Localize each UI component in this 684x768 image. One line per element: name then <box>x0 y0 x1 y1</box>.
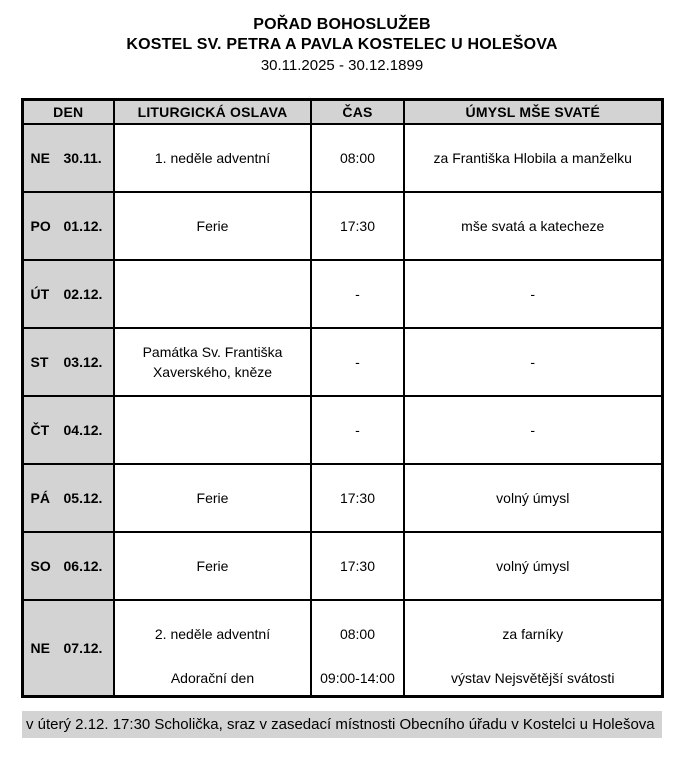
celebration-cell <box>113 395 312 465</box>
table-row: NE 07.12. 2. neděle adventní Adorační den… <box>21 599 663 698</box>
intention-cell: - <box>403 259 663 329</box>
intention-stack: za farníky výstav Nejsvětější svátosti <box>405 601 661 695</box>
time-cell: - <box>310 259 405 329</box>
intention-cell: za farníky výstav Nejsvětější svátosti <box>403 599 663 698</box>
day-cell: NE 07.12. <box>21 599 115 698</box>
day-date: 06.12. <box>63 558 103 574</box>
day-abbr: ST <box>30 354 49 370</box>
day-abbr: SO <box>30 558 51 574</box>
celebration-line-1: 2. neděle adventní <box>154 626 271 642</box>
day-abbr: PO <box>30 218 51 234</box>
day-cell: ÚT 02.12. <box>21 259 115 329</box>
column-header-cas: ČAS <box>310 99 405 125</box>
table-row: SO 06.12. Ferie 17:30 volný úmysl <box>21 531 663 601</box>
day-abbr: ČT <box>30 422 50 438</box>
celebration-cell: Ferie <box>113 191 312 261</box>
time-line-1: 08:00 <box>339 626 376 642</box>
table-header-row: DEN LITURGICKÁ OSLAVA ČAS ÚMYSL MŠE SVAT… <box>21 99 663 125</box>
column-header-den: DEN <box>21 99 115 125</box>
intention-cell: za Františka Hlobila a manželku <box>403 123 663 193</box>
celebration-cell: Ferie <box>113 463 312 533</box>
day-cell: PÁ 05.12. <box>21 463 115 533</box>
table-row: NE 30.11. 1. neděle adventní 08:00 za Fra… <box>21 123 663 193</box>
celebration-stack: 2. neděle adventní Adorační den <box>115 601 310 695</box>
table-row: ÚT 02.12. - - <box>21 259 663 329</box>
schedule-table: DEN LITURGICKÁ OSLAVA ČAS ÚMYSL MŠE SVAT… <box>20 98 664 698</box>
time-line-2: 09:00-14:00 <box>320 670 395 686</box>
day-date: 04.12. <box>63 422 103 438</box>
day-date: 30.11. <box>63 150 102 166</box>
time-stack: 08:00 09:00-14:00 <box>312 601 403 695</box>
day-abbr: ÚT <box>30 286 50 302</box>
intention-line-2: výstav Nejsvětější svátosti <box>451 670 615 686</box>
page-title: POŘAD BOHOSLUŽEB <box>253 16 431 33</box>
celebration-cell: 1. neděle adventní <box>113 123 312 193</box>
column-header-oslava: LITURGICKÁ OSLAVA <box>113 99 312 125</box>
time-cell: 17:30 <box>310 463 405 533</box>
time-cell: 08:00 <box>310 123 405 193</box>
intention-line-1: za farníky <box>502 626 564 642</box>
column-header-umysl: ÚMYSL MŠE SVATÉ <box>403 99 663 125</box>
table-row: ČT 04.12. - - <box>21 395 663 465</box>
table-row: ST 03.12. Památka Sv. Františka Xaverskéh… <box>21 327 663 397</box>
intention-cell: volný úmysl <box>403 463 663 533</box>
day-date: 03.12. <box>63 354 103 370</box>
celebration-cell: Památka Sv. Františka Xaverského, kněze <box>113 327 312 397</box>
table-row: PO 01.12. Ferie 17:30 mše svatá a kateche… <box>21 191 663 261</box>
celebration-cell <box>113 259 312 329</box>
time-cell: 17:30 <box>310 191 405 261</box>
time-cell: - <box>310 395 405 465</box>
time-cell: 17:30 <box>310 531 405 601</box>
document-header: POŘAD BOHOSLUŽEB KOSTEL SV. PETRA A PAVL… <box>0 0 684 76</box>
day-cell: ST 03.12. <box>21 327 115 397</box>
day-abbr: NE <box>30 150 50 166</box>
day-date: 07.12. <box>63 640 103 656</box>
day-date: 02.12. <box>63 286 103 302</box>
intention-cell: - <box>403 327 663 397</box>
table-row: PÁ 05.12. Ferie 17:30 volný úmysl <box>21 463 663 533</box>
intention-cell: volný úmysl <box>403 531 663 601</box>
intention-cell: mše svatá a katecheze <box>403 191 663 261</box>
day-abbr: PÁ <box>30 490 50 506</box>
day-cell: PO 01.12. <box>21 191 115 261</box>
day-date: 01.12. <box>63 218 103 234</box>
intention-cell: - <box>403 395 663 465</box>
celebration-cell: 2. neděle adventní Adorační den <box>113 599 312 698</box>
date-range: 30.11.2025 - 30.12.1899 <box>260 57 424 74</box>
time-cell: - <box>310 327 405 397</box>
time-cell: 08:00 09:00-14:00 <box>310 599 405 698</box>
footer-note: v úterý 2.12. 17:30 Scholička, sraz v za… <box>22 711 662 738</box>
day-cell: ČT 04.12. <box>21 395 115 465</box>
celebration-cell: Ferie <box>113 531 312 601</box>
page-subtitle: KOSTEL SV. PETRA A PAVLA KOSTELEC U HOLE… <box>126 36 558 53</box>
day-cell: NE 30.11. <box>21 123 115 193</box>
day-date: 05.12. <box>63 490 103 506</box>
day-abbr: NE <box>30 640 50 656</box>
day-cell: SO 06.12. <box>21 531 115 601</box>
celebration-line-2: Adorační den <box>170 670 255 686</box>
